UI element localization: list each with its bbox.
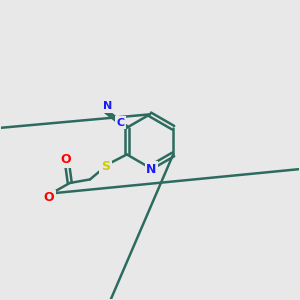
Text: O: O bbox=[61, 153, 71, 166]
Text: C: C bbox=[116, 118, 124, 128]
Text: N: N bbox=[146, 163, 157, 176]
Text: S: S bbox=[101, 160, 110, 172]
Text: O: O bbox=[44, 191, 54, 204]
Text: N: N bbox=[103, 101, 112, 111]
